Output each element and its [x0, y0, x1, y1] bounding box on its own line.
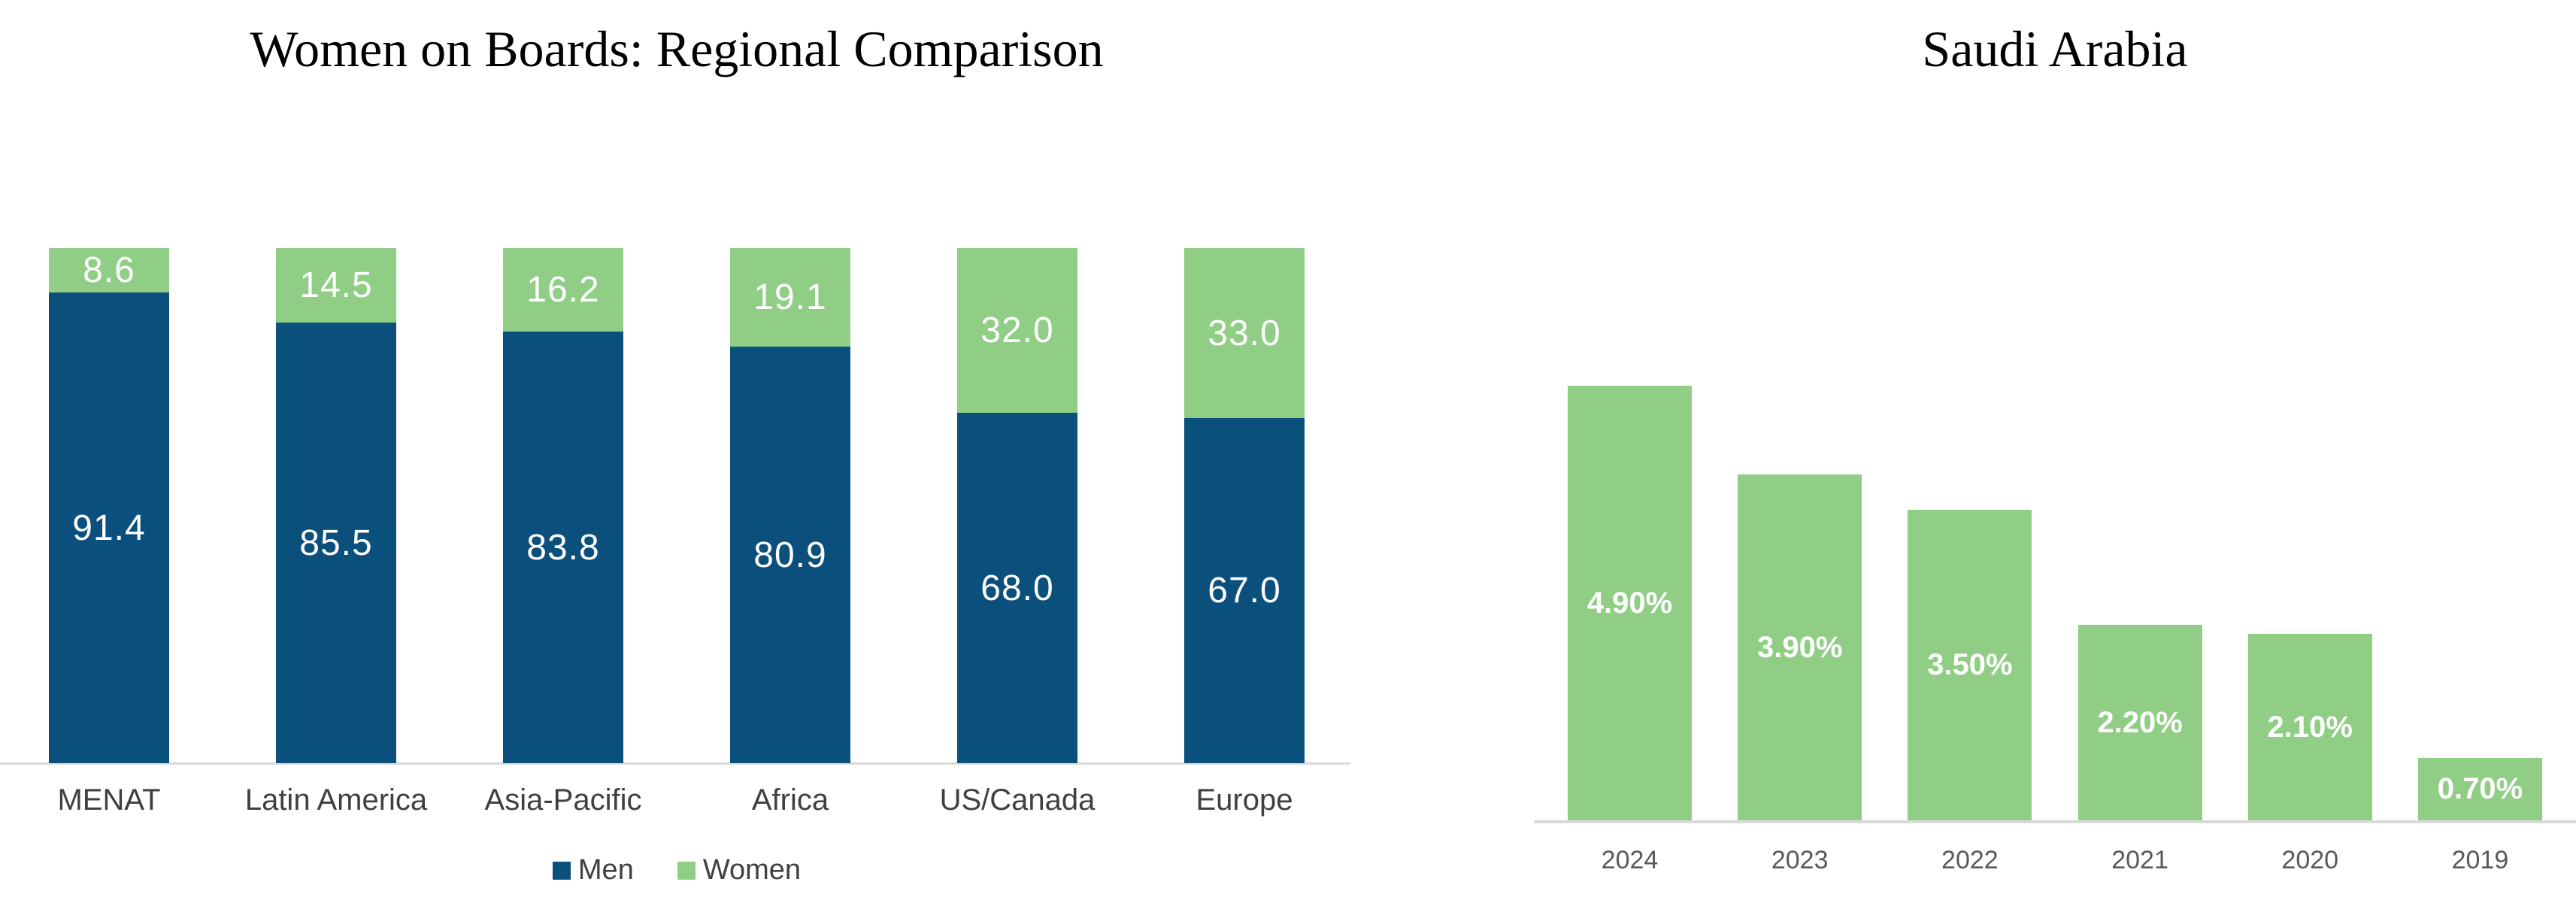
year-label: 2019 [2451, 846, 2509, 874]
year-label: 2023 [1771, 846, 1829, 874]
men-segment: 83.8 [503, 332, 623, 763]
left-category-axis: MENAT Latin America Asia-Pacific Africa US/C… [49, 783, 1305, 817]
legend-item-men: Men [552, 854, 634, 886]
men-segment: 67.0 [1184, 418, 1305, 763]
women-segment: 16.2 [503, 248, 623, 332]
women-segment: 19.1 [730, 248, 850, 347]
men-segment: 91.4 [49, 292, 169, 763]
year-bar: 0.70% [2417, 758, 2542, 820]
men-value-label: 67.0 [1208, 571, 1281, 611]
women-segment: 33.0 [1184, 248, 1305, 418]
value-label: 3.50% [1927, 648, 2013, 681]
saudi-arabia-chart: Saudi Arabia 4.90% 3.90% 3.50% 2.20% 2.10% 0.… [1534, 0, 2576, 903]
men-segment: 68.0 [957, 413, 1077, 763]
men-value-label: 68.0 [980, 568, 1054, 608]
men-segment: 80.9 [730, 347, 850, 763]
women-segment: 32.0 [957, 248, 1077, 413]
year-label: 2021 [2111, 846, 2168, 874]
legend: Men Women [0, 854, 1353, 886]
women-value-label: 19.1 [753, 277, 827, 317]
bar-column: 14.5 85.5 [276, 248, 396, 763]
category-label: US/Canada [939, 783, 1096, 817]
legend-label: Women [702, 854, 802, 886]
women-segment: 14.5 [276, 248, 396, 323]
women-value-label: 32.0 [980, 311, 1054, 350]
right-x-axis-line [1534, 820, 2576, 823]
category-label: Europe [1196, 783, 1293, 817]
right-plot-area: 4.90% 3.90% 3.50% 2.20% 2.10% 0.70% [1568, 386, 2542, 820]
left-plot-area: 8.6 91.4 14.5 85.5 16.2 83.8 19.1 80.9 32.0 68.0 3… [49, 248, 1305, 763]
men-swatch-icon [552, 861, 571, 880]
bar-column: 33.0 67.0 [1184, 248, 1305, 763]
men-value-label: 85.5 [299, 523, 373, 563]
women-swatch-icon [677, 861, 696, 880]
left-chart-title: Women on Boards: Regional Comparison [250, 20, 1104, 77]
year-bar: 4.90% [1568, 386, 1692, 820]
right-chart-title: Saudi Arabia [1922, 20, 2188, 77]
right-category-axis: 2024 2023 2022 2021 2020 2019 [1568, 846, 2542, 875]
year-bar: 3.50% [1908, 510, 2032, 820]
year-bar: 2.10% [2247, 634, 2372, 820]
year-bar: 2.20% [2077, 625, 2202, 820]
value-label: 3.90% [1756, 630, 1843, 664]
women-value-label: 8.6 [83, 250, 135, 290]
year-label: 2020 [2281, 846, 2339, 874]
men-value-label: 83.8 [526, 527, 600, 568]
bar-column: 19.1 80.9 [730, 248, 850, 763]
women-value-label: 16.2 [526, 270, 600, 310]
category-label: MENAT [57, 783, 161, 817]
men-value-label: 91.4 [72, 508, 146, 548]
men-segment: 85.5 [276, 323, 396, 763]
category-label: Asia-Pacific [484, 783, 642, 817]
women-segment: 8.6 [49, 248, 169, 292]
bar-column: 32.0 68.0 [957, 248, 1077, 763]
legend-item-women: Women [677, 854, 801, 886]
legend-label: Men [577, 854, 634, 886]
year-label: 2024 [1601, 846, 1659, 874]
value-label: 2.10% [2267, 710, 2353, 744]
value-label: 0.70% [2437, 772, 2523, 805]
category-label: Latin America [244, 783, 428, 817]
men-value-label: 80.9 [753, 535, 827, 575]
women-value-label: 33.0 [1208, 313, 1281, 353]
year-label: 2022 [1941, 846, 1999, 874]
value-label: 2.20% [2097, 705, 2183, 739]
category-label: Africa [751, 783, 829, 817]
women-value-label: 14.5 [299, 265, 373, 305]
women-on-boards-chart: Women on Boards: Regional Comparison 8.6… [0, 20, 1353, 886]
bar-column: 16.2 83.8 [503, 248, 623, 763]
bar-column: 8.6 91.4 [49, 248, 169, 763]
left-x-axis-line [0, 762, 1350, 765]
value-label: 4.90% [1587, 586, 1673, 620]
year-bar: 3.90% [1738, 474, 1862, 820]
